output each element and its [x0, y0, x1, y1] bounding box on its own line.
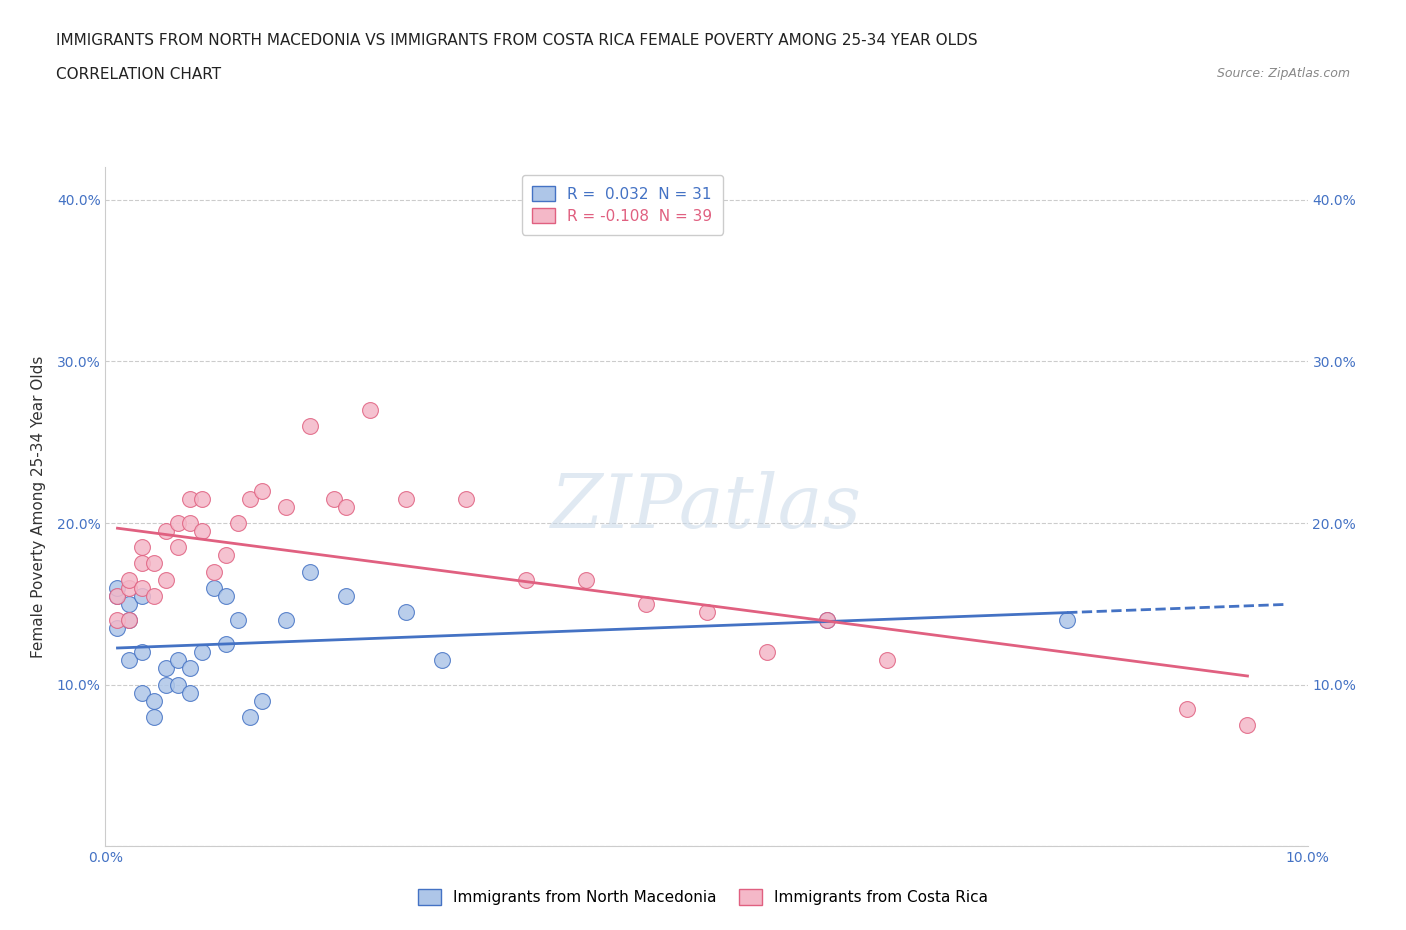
- Point: [226, 613, 249, 628]
- Point: [226, 515, 249, 530]
- Point: [202, 580, 225, 595]
- Point: [515, 572, 537, 587]
- Point: [202, 565, 225, 579]
- Point: [155, 524, 177, 538]
- Point: [274, 613, 297, 628]
- Point: [179, 661, 201, 676]
- Point: [179, 685, 201, 700]
- Point: [815, 613, 838, 628]
- Point: [166, 677, 188, 692]
- Point: [107, 589, 129, 604]
- Point: [155, 661, 177, 676]
- Point: [696, 604, 718, 619]
- Point: [118, 653, 141, 668]
- Point: [107, 613, 129, 628]
- Point: [575, 572, 598, 587]
- Point: [142, 710, 165, 724]
- Point: [214, 589, 236, 604]
- Point: [815, 613, 838, 628]
- Point: [118, 613, 141, 628]
- Point: [359, 403, 381, 418]
- Point: [131, 644, 153, 659]
- Point: [131, 539, 153, 554]
- Point: [1175, 701, 1198, 716]
- Point: [131, 556, 153, 571]
- Point: [155, 677, 177, 692]
- Point: [190, 491, 212, 506]
- Text: IMMIGRANTS FROM NORTH MACEDONIA VS IMMIGRANTS FROM COSTA RICA FEMALE POVERTY AMO: IMMIGRANTS FROM NORTH MACEDONIA VS IMMIG…: [56, 33, 977, 47]
- Point: [118, 613, 141, 628]
- Point: [214, 548, 236, 563]
- Point: [214, 637, 236, 652]
- Point: [335, 499, 357, 514]
- Legend: Immigrants from North Macedonia, Immigrants from Costa Rica: Immigrants from North Macedonia, Immigra…: [411, 882, 995, 913]
- Point: [179, 491, 201, 506]
- Point: [395, 491, 418, 506]
- Point: [250, 694, 273, 709]
- Text: Source: ZipAtlas.com: Source: ZipAtlas.com: [1216, 67, 1350, 80]
- Point: [239, 710, 262, 724]
- Point: [155, 572, 177, 587]
- Y-axis label: Female Poverty Among 25-34 Year Olds: Female Poverty Among 25-34 Year Olds: [31, 355, 45, 658]
- Point: [107, 580, 129, 595]
- Point: [1056, 613, 1078, 628]
- Point: [107, 589, 129, 604]
- Point: [118, 572, 141, 587]
- Point: [395, 604, 418, 619]
- Point: [298, 418, 321, 433]
- Point: [755, 644, 778, 659]
- Point: [190, 644, 212, 659]
- Text: CORRELATION CHART: CORRELATION CHART: [56, 67, 221, 82]
- Point: [142, 556, 165, 571]
- Legend: R =  0.032  N = 31, R = -0.108  N = 39: R = 0.032 N = 31, R = -0.108 N = 39: [522, 175, 723, 234]
- Point: [166, 653, 188, 668]
- Point: [239, 491, 262, 506]
- Point: [142, 694, 165, 709]
- Text: ZIPatlas: ZIPatlas: [551, 471, 862, 543]
- Point: [250, 484, 273, 498]
- Point: [166, 515, 188, 530]
- Point: [190, 524, 212, 538]
- Point: [131, 580, 153, 595]
- Point: [118, 580, 141, 595]
- Point: [430, 653, 453, 668]
- Point: [131, 589, 153, 604]
- Point: [131, 685, 153, 700]
- Point: [298, 565, 321, 579]
- Point: [166, 539, 188, 554]
- Point: [118, 596, 141, 611]
- Point: [274, 499, 297, 514]
- Point: [876, 653, 898, 668]
- Point: [1236, 718, 1258, 733]
- Point: [636, 596, 658, 611]
- Point: [335, 589, 357, 604]
- Point: [179, 515, 201, 530]
- Point: [142, 589, 165, 604]
- Point: [107, 620, 129, 635]
- Point: [454, 491, 477, 506]
- Point: [322, 491, 344, 506]
